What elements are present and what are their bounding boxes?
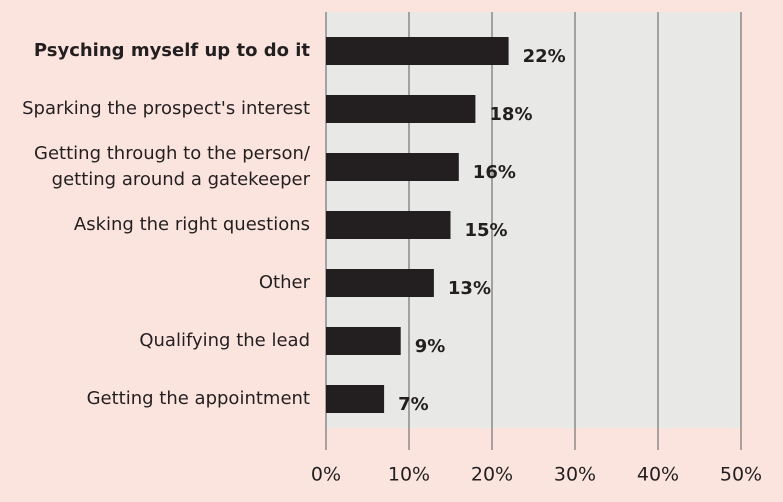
bar: [326, 385, 385, 413]
bar: [326, 211, 451, 239]
value-label: 18%: [489, 104, 532, 125]
category-label: Getting the appointment: [86, 388, 310, 409]
category-label: Psyching myself up to do it: [33, 40, 310, 61]
category-label: Asking the right questions: [73, 214, 310, 235]
x-tick-label: 20%: [471, 464, 513, 486]
bar: [326, 37, 509, 65]
x-tick-label: 0%: [311, 464, 341, 486]
category-label: Other: [258, 272, 310, 293]
bar: [326, 327, 401, 355]
value-label: 7%: [398, 394, 429, 415]
x-tick-label: 10%: [388, 464, 430, 486]
bar: [326, 95, 476, 123]
bar: [326, 153, 459, 181]
value-label: 13%: [448, 278, 491, 299]
category-label: Sparking the prospect's interest: [22, 98, 310, 119]
category-label: Getting through to the person/ getting a…: [34, 143, 310, 190]
x-tick-label: 50%: [720, 464, 762, 486]
bar: [326, 269, 434, 297]
category-label: Qualifying the lead: [139, 330, 310, 351]
value-label: 16%: [473, 162, 516, 183]
value-label: 9%: [415, 336, 446, 357]
x-tick-label: 30%: [554, 464, 596, 486]
value-label: 15%: [465, 220, 508, 241]
value-label: 22%: [523, 46, 566, 67]
x-tick-label: 40%: [637, 464, 679, 486]
